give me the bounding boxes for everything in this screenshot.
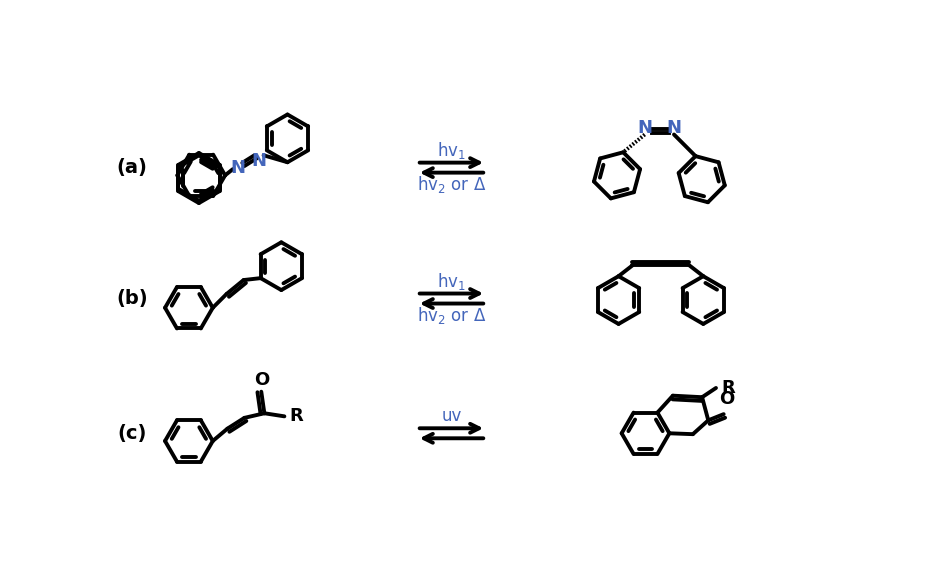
Text: hv$_1$: hv$_1$: [437, 140, 466, 161]
Text: R: R: [721, 379, 735, 397]
Text: R: R: [290, 407, 304, 425]
Text: (a): (a): [117, 158, 147, 177]
Text: (c): (c): [118, 424, 146, 443]
Text: N: N: [667, 119, 682, 137]
Text: hv$_2$ or $\Delta$: hv$_2$ or $\Delta$: [417, 174, 486, 195]
Text: (b): (b): [116, 289, 148, 308]
Text: O: O: [720, 390, 734, 408]
Text: O: O: [254, 371, 269, 389]
Text: hv$_1$: hv$_1$: [437, 271, 466, 292]
Text: uv: uv: [442, 407, 462, 425]
Text: N: N: [637, 119, 652, 137]
Text: N: N: [231, 159, 245, 176]
Text: hv$_2$ or $\Delta$: hv$_2$ or $\Delta$: [417, 305, 486, 326]
Text: N: N: [252, 152, 267, 170]
